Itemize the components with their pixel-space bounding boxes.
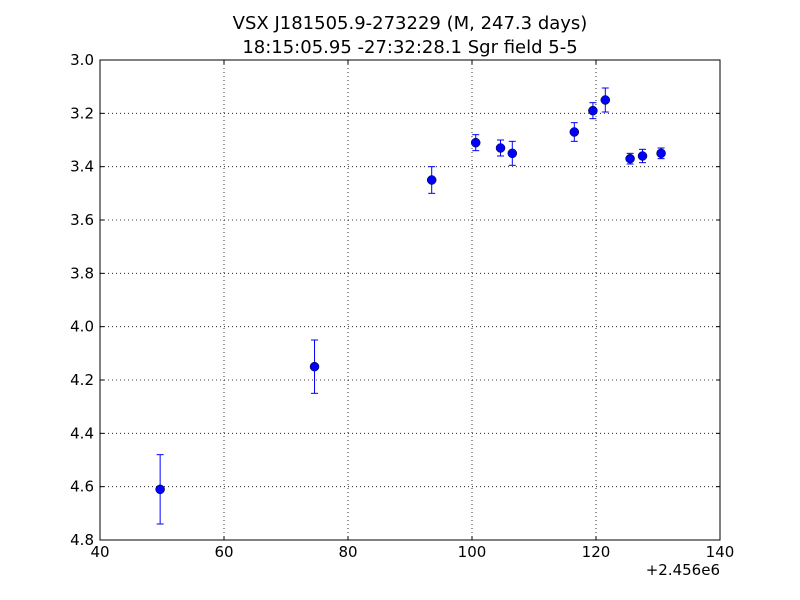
data-point	[495, 143, 506, 153]
data-point	[569, 127, 580, 137]
y-tick-label: 3.8	[70, 264, 94, 282]
y-tick-label: 3.6	[70, 211, 94, 229]
x-tick-label: 100	[458, 543, 487, 561]
plot-frame	[99, 59, 721, 541]
data-point	[155, 484, 165, 495]
x-tick-label: 120	[582, 543, 611, 561]
data-point	[426, 175, 437, 185]
x-tick-label: 140	[706, 543, 735, 561]
y-tick-label: 4.6	[70, 478, 94, 496]
data-point	[309, 361, 320, 372]
data-points	[155, 87, 666, 525]
y-tick-label: 4.4	[70, 424, 94, 442]
data-point	[588, 105, 598, 116]
y-tick-label: 3.2	[70, 104, 94, 122]
x-tick-label: 60	[214, 543, 233, 561]
data-point	[625, 153, 635, 164]
data-point	[507, 148, 518, 159]
data-point	[470, 137, 481, 148]
y-tick-label: 3.0	[70, 51, 94, 69]
x-offset-label: +2.456e6	[646, 561, 720, 579]
x-tick-label: 80	[338, 543, 357, 561]
y-tick-label: 3.4	[70, 158, 94, 176]
chart-subtitle: 18:15:05.95 -27:32:28.1 Sgr field 5-5	[242, 37, 577, 58]
tick-labels: 40 60 80 100 120 140 3.0 3.2 3.4 3.6 3.8 4.0 4.2 4.4 4…	[70, 51, 734, 561]
chart-title: VSX J181505.9-273229 (M, 247.3 days)	[233, 13, 588, 34]
data-point	[637, 151, 648, 161]
data-point	[600, 95, 611, 105]
data-point	[656, 148, 666, 159]
y-tick-label: 4.0	[70, 318, 94, 336]
y-tick-label: 4.2	[70, 371, 94, 389]
y-tick-label: 4.8	[70, 531, 94, 549]
x-tick-label: 40	[90, 543, 109, 561]
